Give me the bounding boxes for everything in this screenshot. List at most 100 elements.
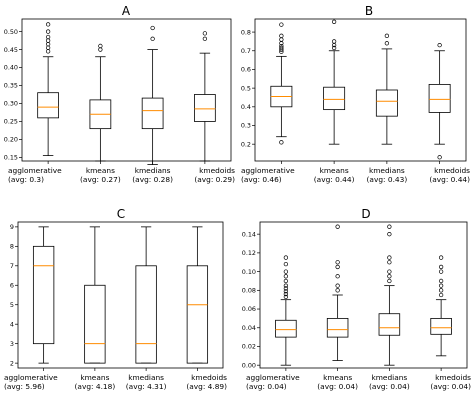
panel-b-ytick-label: 0.7 (241, 47, 251, 55)
outlier-point (438, 292, 444, 298)
panel-c-ytick-label: 8 (10, 243, 14, 251)
panel-d-category-label: kmedoids (435, 373, 471, 382)
panel-a-box-agglomerative: agglomerative(avg: 0.3) (8, 22, 62, 184)
outlier-point (387, 278, 392, 284)
panel-c-average-label: (avg: 4.31) (126, 382, 167, 391)
panel-d-ytick-label: 0.04 (242, 324, 256, 332)
panel-a-average-label: (avg: 0.3) (8, 175, 44, 184)
panel-d-category-label: agglomerative (246, 373, 300, 382)
outlier-point (438, 283, 444, 288)
panel-a: A 0.150.200.250.300.350.400.450.50agglom… (4, 4, 235, 184)
panel-a-ytick-label: 0.15 (4, 154, 18, 162)
outlier-point (45, 22, 51, 27)
outlier-point (387, 255, 392, 260)
panel-c-category-label: agglomerative (4, 373, 58, 382)
panel-b-plot: 0.20.30.40.50.60.70.8agglomerative(avg: … (241, 18, 470, 184)
panel-c-box-kmeans: kmeans(avg: 4.18) (75, 226, 116, 391)
outlier-point (387, 260, 392, 265)
panel-b-average-label: (avg: 0.46) (241, 175, 282, 184)
outlier-point (437, 43, 442, 48)
panel-b-ytick-label: 0.4 (241, 103, 251, 111)
outlier-point (150, 36, 155, 41)
panel-b-ytick-label: 0.5 (241, 84, 251, 92)
panel-b-box-kmedians: kmedians(avg: 0.43) (367, 33, 407, 184)
outlier-point (279, 33, 284, 38)
outlier-point (279, 45, 284, 51)
panel-d-plot: 0.00 0.02 0.04 0.06 0.08 0.10 0.12 0.14 agglomer… (242, 221, 471, 391)
outlier-point (279, 22, 284, 27)
outlier-point (438, 255, 444, 260)
panel-a-average-label: (avg: 0.28) (132, 175, 173, 184)
panel-b-category-label: agglomerative (241, 166, 295, 175)
panel-d-box-kmedians: kmedians(avg: 0.04) (369, 224, 410, 391)
panel-c-category-label: kmedians (128, 373, 164, 382)
panel-a-category-label: kmedoids (199, 166, 235, 175)
panel-b-category-label: kmeans (320, 166, 349, 175)
outlier-point (283, 274, 289, 279)
iqr-box (186, 265, 209, 364)
panel-b-box-kmeans: kmeans(avg: 0.44) (314, 19, 355, 184)
outlier-point (283, 283, 289, 288)
panel-b-title: B (365, 4, 373, 18)
outlier-point (438, 264, 444, 270)
panel-d-title: D (361, 207, 370, 221)
panel-b-axes-frame (254, 18, 467, 162)
panel-a-title: A (122, 4, 131, 18)
panel-d-ytick-label: 0.08 (242, 287, 256, 295)
outlier-point (387, 274, 392, 279)
panel-c-ytick-label: 2 (10, 359, 14, 367)
panel-a-category-label: kmeans (86, 166, 115, 175)
panel-d-box-agglomerative: agglomerative(avg: 0.04) (246, 255, 300, 391)
outlier-point (279, 43, 284, 49)
panel-d-box-kmeans: kmeans(avg: 0.04) (317, 224, 358, 391)
iqr-box (378, 313, 401, 336)
panel-d-category-label: kmeans (323, 373, 352, 382)
outlier-point (283, 291, 289, 297)
iqr-box (428, 83, 451, 113)
panel-c-axes-frame (17, 221, 224, 369)
panel-b-box-agglomerative: agglomerative(avg: 0.46) (241, 22, 295, 184)
panel-c-average-label: (avg: 4.18) (75, 382, 116, 391)
panel-a-box-kmeans: kmeans(avg: 0.27) (80, 43, 121, 184)
panel-d: D 0.00 0.02 0.04 0.06 0.08 0.10 0.12 0.14 agglom… (242, 207, 471, 391)
outlier-point (283, 286, 289, 291)
iqr-box (430, 317, 452, 335)
iqr-box (326, 317, 349, 338)
panel-d-category-label: kmedians (371, 373, 407, 382)
outlier-point (283, 294, 289, 300)
outlier-point (45, 29, 51, 34)
outlier-point (438, 269, 444, 274)
outlier-point (335, 274, 340, 279)
panel-a-ytick-label: 0.45 (4, 46, 18, 54)
outlier-point (279, 140, 284, 145)
outlier-point (150, 25, 155, 31)
panel-b-ytick-label: 0.3 (241, 122, 251, 130)
outlier-point (335, 283, 340, 288)
outlier-point (283, 261, 289, 267)
panel-c-average-label: (avg: 5.96) (4, 382, 45, 391)
panel-d-average-label: (avg: 0.04) (317, 382, 358, 391)
panel-a-ytick-label: 0.25 (4, 118, 18, 126)
outlier-point (202, 36, 208, 41)
panel-c-ytick-label: 5 (10, 301, 14, 309)
iqr-box (141, 97, 164, 130)
panel-a-ytick-label: 0.50 (4, 28, 18, 36)
iqr-box (84, 284, 106, 364)
outlier-point (202, 31, 208, 36)
outlier-point (335, 288, 340, 293)
iqr-box (323, 86, 346, 111)
panel-c-box-kmedoids: kmedoids(avg: 4.89) (186, 226, 227, 391)
outlier-point (335, 260, 340, 265)
panel-b-category-label: kmedoids (434, 166, 470, 175)
panel-a-plot: 0.150.200.250.300.350.400.450.50agglomer… (4, 18, 235, 184)
panel-d-ytick-label: 0.14 (242, 230, 256, 238)
panel-c-ytick-label: 7 (10, 262, 14, 270)
panel-b-average-label: (avg: 0.44) (429, 175, 470, 184)
panel-c-ytick-label: 9 (10, 223, 14, 231)
panel-a-box-kmedians: kmedians(avg: 0.28) (132, 25, 173, 184)
outlier-point (331, 45, 337, 51)
outlier-point (283, 255, 289, 260)
panel-b-ytick-label: 0.2 (241, 140, 251, 148)
panel-b-category-label: kmedians (369, 166, 405, 175)
